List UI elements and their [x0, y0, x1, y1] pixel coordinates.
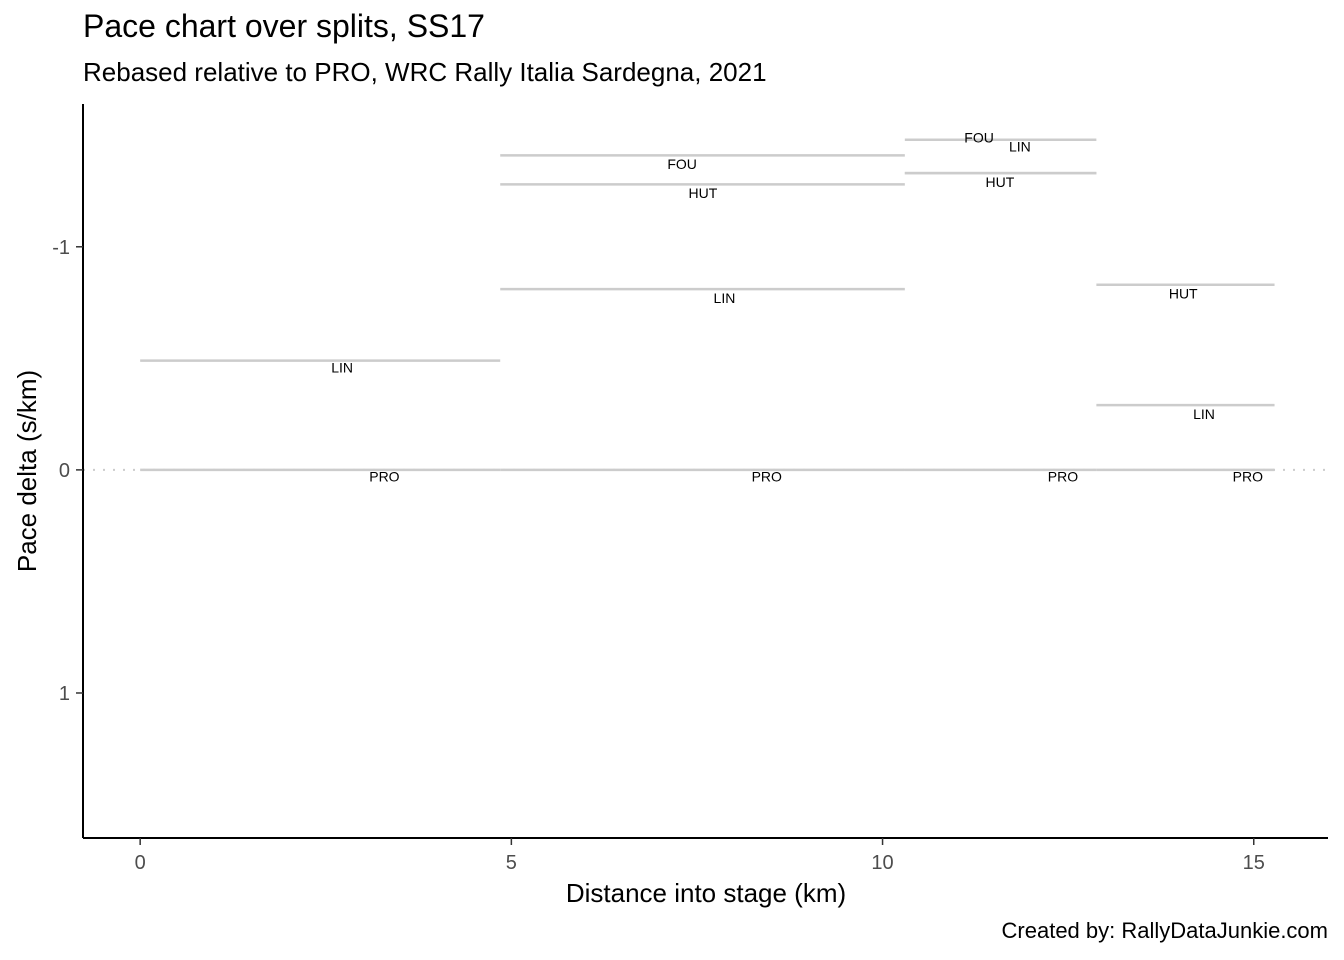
segment-label-fou-2: FOU [667, 156, 697, 172]
y-tick-label-1: 1 [59, 683, 70, 705]
axes-layer: 0 5 10 15 -1 0 1 [52, 104, 1328, 874]
y-tick-label--1: -1 [52, 237, 70, 259]
y-axis-title: Pace delta (s/km) [12, 370, 42, 572]
segments-layer [140, 138, 1275, 472]
segment-label-lin-7: LIN [1009, 138, 1031, 154]
x-tick-label-5: 5 [506, 852, 517, 874]
y-tick-label-0: 0 [59, 460, 70, 482]
chart-subtitle: Rebased relative to PRO, WRC Rally Itali… [83, 57, 767, 87]
segment-label-lin-4: LIN [714, 290, 736, 306]
chart-caption: Created by: RallyDataJunkie.com [1001, 918, 1328, 943]
segment-label-hut-10: HUT [1169, 286, 1198, 302]
segment-label-lin-0: LIN [331, 359, 353, 375]
segment-label-hut-3: HUT [689, 185, 718, 201]
segment-label-fou-6: FOU [964, 129, 994, 145]
segment-label-pro-12: PRO [1233, 469, 1263, 485]
segment-labels-layer: LIN PRO FOU HUT LIN PRO FOU LIN HUT PRO HUT LIN PRO [331, 129, 1263, 484]
segment-label-lin-11: LIN [1193, 406, 1215, 422]
segment-label-pro-9: PRO [1048, 469, 1078, 485]
segment-label-hut-8: HUT [985, 174, 1014, 190]
x-axis-title: Distance into stage (km) [566, 878, 846, 908]
x-tick-label-15: 15 [1243, 852, 1265, 874]
chart-title: Pace chart over splits, SS17 [83, 8, 485, 44]
x-tick-label-10: 10 [871, 852, 893, 874]
x-tick-label-0: 0 [135, 852, 146, 874]
segment-label-pro-1: PRO [369, 469, 399, 485]
segment-label-pro-5: PRO [752, 469, 782, 485]
